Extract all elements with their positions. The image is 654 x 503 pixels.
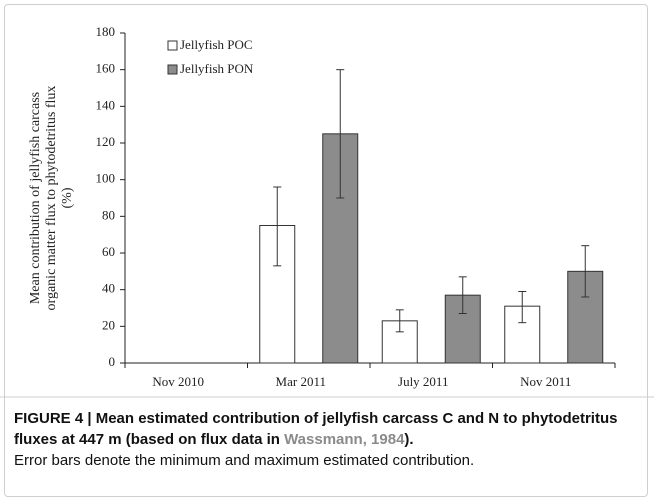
caption: FIGURE 4 | Mean estimated contribution o… (14, 408, 644, 471)
caption-link[interactable]: Wassmann, 1984 (284, 431, 405, 448)
y-tick-label: 160 (96, 61, 116, 76)
x-tick-label: Nov 2010 (152, 374, 204, 389)
y-tick-label: 40 (102, 281, 115, 296)
caption-bold: FIGURE 4 | Mean estimated contribution o… (14, 410, 617, 448)
caption-text: FIGURE 4 | Mean estimated contribution o… (14, 410, 618, 448)
y-tick-label: 120 (96, 134, 116, 149)
legend-swatch (167, 64, 178, 75)
legend-label: Jellyfish POC (180, 37, 253, 52)
legend-label: Jellyfish PON (180, 61, 254, 76)
y-tick-label: 80 (102, 207, 115, 222)
x-tick-label: Mar 2011 (276, 374, 326, 389)
y-tick-label: 0 (109, 354, 116, 369)
y-tick-label: 20 (102, 317, 115, 332)
figure-frame (4, 4, 648, 497)
legend-swatch (167, 40, 178, 51)
y-tick-label: 180 (96, 24, 116, 39)
y-axis-label-line: (%) (60, 187, 75, 208)
x-tick-label: July 2011 (398, 374, 448, 389)
x-tick-label: Nov 2011 (520, 374, 571, 389)
caption-text: ). (404, 431, 414, 448)
y-tick-label: 140 (96, 97, 116, 112)
y-axis-label: Mean contribution of jellyfish carcassor… (28, 86, 75, 311)
y-tick-label: 100 (96, 171, 116, 186)
y-tick-label: 60 (102, 244, 115, 259)
y-axis-label-line: organic matter flux to phytodetritus flu… (44, 86, 59, 311)
caption-note: Error bars denote the minimum and maximu… (14, 452, 475, 469)
chart: 0 20 40 60 80 100 120 140 160 180 Mean contributio… (0, 24, 654, 398)
y-axis-label-line: Mean contribution of jellyfish carcass (28, 92, 43, 304)
